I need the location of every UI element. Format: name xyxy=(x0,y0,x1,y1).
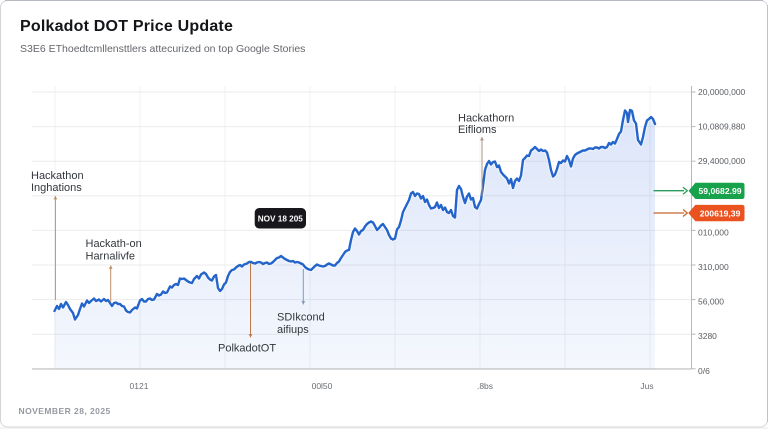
svg-text:3280: 3280 xyxy=(698,331,717,341)
svg-text:010,000: 010,000 xyxy=(698,227,729,237)
svg-text:0121: 0121 xyxy=(130,381,149,391)
svg-text:PolkadotOT: PolkadotOT xyxy=(218,343,276,355)
svg-text:Hackath-on: Hackath-on xyxy=(86,238,142,250)
svg-text:Eiflioms: Eiflioms xyxy=(458,124,497,136)
svg-text:200619,39: 200619,39 xyxy=(700,208,741,218)
svg-text:Jus: Jus xyxy=(640,381,653,391)
svg-text:59,0682.99: 59,0682.99 xyxy=(699,186,742,196)
svg-text:00l50: 00l50 xyxy=(312,381,333,391)
svg-text:29,4000,000: 29,4000,000 xyxy=(698,156,746,166)
svg-text:NOV 18 205: NOV 18 205 xyxy=(258,215,304,224)
svg-text:10,0809,880: 10,0809,880 xyxy=(698,122,746,132)
svg-text:.8bs: .8bs xyxy=(477,381,493,391)
svg-text:Hackathon: Hackathon xyxy=(31,170,84,182)
svg-text:SDIkcond: SDIkcond xyxy=(277,312,325,324)
svg-text:Hackathorn: Hackathorn xyxy=(458,113,514,125)
svg-text:310,000: 310,000 xyxy=(698,262,729,272)
svg-text:aifiups: aifiups xyxy=(277,324,309,336)
svg-text:0/6: 0/6 xyxy=(698,366,710,376)
svg-text:20,0000,000: 20,0000,000 xyxy=(698,87,746,97)
svg-text:56,000: 56,000 xyxy=(698,297,724,307)
svg-text:Inghations: Inghations xyxy=(31,182,82,194)
svg-text:Harnalivfe: Harnalivfe xyxy=(86,251,136,263)
